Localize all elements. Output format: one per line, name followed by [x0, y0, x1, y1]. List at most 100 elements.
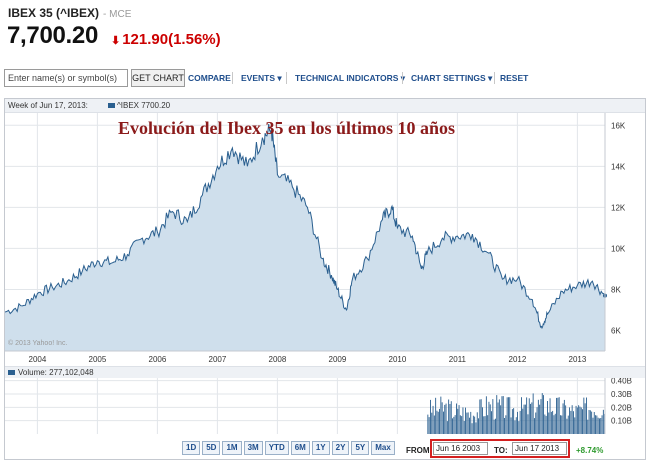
volume-bar [539, 404, 541, 434]
volume-bar [470, 411, 472, 434]
volume-bar [513, 408, 515, 434]
volume-bar [530, 403, 531, 434]
volume-bar [448, 399, 450, 434]
x-tick-label: 2012 [509, 355, 527, 364]
volume-bar [600, 418, 602, 434]
chart-caption: Evolución del Ibex 35 en los últimos 10 … [118, 118, 456, 138]
volume-bar [570, 410, 572, 434]
chart-settings-menu[interactable]: CHART SETTINGS ▾ [411, 73, 493, 83]
from-date-input[interactable] [433, 442, 488, 455]
volume-bar [547, 401, 548, 434]
volume-bar [532, 393, 534, 434]
volume-bar [440, 396, 442, 434]
volume-bar [553, 415, 555, 434]
volume-bar [519, 410, 521, 434]
volume-bar [522, 408, 524, 434]
exchange-label: - MCE [103, 9, 132, 20]
events-menu[interactable]: EVENTS ▾ [241, 73, 282, 83]
range-button-1d[interactable]: 1D [182, 441, 201, 455]
volume-bar [526, 397, 528, 434]
volume-bar [443, 411, 444, 434]
last-price: 7,700.20 [7, 22, 99, 49]
volume-bar [545, 415, 547, 434]
volume-bar [430, 399, 431, 434]
volume-legend: Volume: 277,102,048 [5, 366, 645, 378]
volume-bar [428, 417, 430, 434]
volume-bar [435, 397, 437, 434]
volume-tick-label: 0.40B [611, 378, 632, 386]
x-tick-label: 2011 [449, 355, 467, 364]
volume-bar [523, 404, 525, 434]
volume-bar [582, 409, 583, 434]
volume-bar [439, 408, 440, 434]
volume-swatch [8, 370, 15, 375]
series-label: ^IBEX 7700.20 [117, 101, 171, 110]
volume-bar [450, 401, 452, 434]
volume-bar [534, 418, 535, 434]
price-line [5, 123, 606, 330]
reset-link[interactable]: RESET [500, 73, 529, 83]
volume-bar [576, 407, 578, 434]
volume-bar [528, 398, 530, 434]
volume-bar [580, 407, 582, 434]
range-button-5y[interactable]: 5Y [351, 441, 370, 455]
volume-bar [493, 419, 495, 434]
volume-bar [531, 402, 533, 434]
volume-bar [474, 416, 476, 434]
range-button-3m[interactable]: 3M [243, 441, 263, 455]
range-button-1y[interactable]: 1Y [311, 441, 330, 455]
get-chart-button[interactable]: GET CHART [131, 69, 185, 87]
range-button-2y[interactable]: 2Y [331, 441, 350, 455]
volume-bar [462, 407, 464, 434]
technical-indicators-menu[interactable]: TECHNICAL INDICATORS ▾ [295, 73, 406, 83]
toolbar-divider [494, 72, 495, 84]
y-tick-label: 8K [611, 285, 621, 294]
volume-bar [461, 416, 463, 434]
y-tick-label: 16K [611, 121, 626, 130]
volume-bar [487, 415, 489, 434]
arrow-down-icon: ⬇ [111, 35, 121, 47]
price-legend: Week of Jun 17, 2013: ^IBEX 7700.20 [5, 99, 645, 113]
to-date-input[interactable] [512, 442, 567, 455]
volume-bar [456, 403, 457, 434]
range-button-ytd[interactable]: YTD [264, 441, 289, 455]
volume-bar [437, 411, 439, 434]
volume-bar [479, 399, 481, 434]
range-button-1m[interactable]: 1M [222, 441, 242, 455]
price-chart[interactable]: 16K 14K 12K 10K 8K 6K 2004 2005 2006 2007 2008 2009… [5, 113, 645, 366]
volume-bar [578, 405, 580, 434]
y-tick-label: 6K [611, 326, 621, 335]
volume-bar [552, 410, 554, 434]
x-tick-label: 2008 [269, 355, 287, 364]
volume-bar [557, 397, 559, 434]
volume-bar [492, 399, 494, 434]
volume-chart: 0.40B 0.30B 0.20B 0.10B [5, 378, 632, 434]
volume-bar [453, 416, 455, 434]
volume-bar [587, 419, 589, 434]
volume-bar [445, 403, 447, 434]
volume-bar [506, 397, 508, 434]
compare-link[interactable]: COMPARE [188, 73, 231, 83]
volume-bar [588, 410, 590, 434]
volume-bar [491, 411, 492, 434]
volume-bar [485, 396, 487, 434]
volume-bar [467, 412, 469, 434]
symbol-search-input[interactable] [4, 69, 128, 87]
quote-title: IBEX 35 (^IBEX) - MCE [8, 6, 131, 20]
volume-bar [431, 412, 433, 434]
range-button-6m[interactable]: 6M [290, 441, 310, 455]
volume-bar [565, 405, 567, 434]
range-button-max[interactable]: Max [371, 441, 395, 455]
volume-bar [488, 401, 490, 434]
volume-bar [511, 409, 513, 434]
range-button-5d[interactable]: 5D [202, 441, 221, 455]
volume-bar [457, 408, 459, 434]
price-change: ⬇ 121.90(1.56%) [111, 31, 221, 48]
volume-bar [497, 402, 499, 434]
x-tick-label: 2013 [569, 355, 587, 364]
price-change-value: 121.90(1.56%) [122, 31, 221, 48]
volume-tick-label: 0.30B [611, 390, 632, 399]
volume-bar [498, 399, 500, 434]
volume-bar [449, 404, 451, 434]
volume-bar [595, 415, 596, 434]
